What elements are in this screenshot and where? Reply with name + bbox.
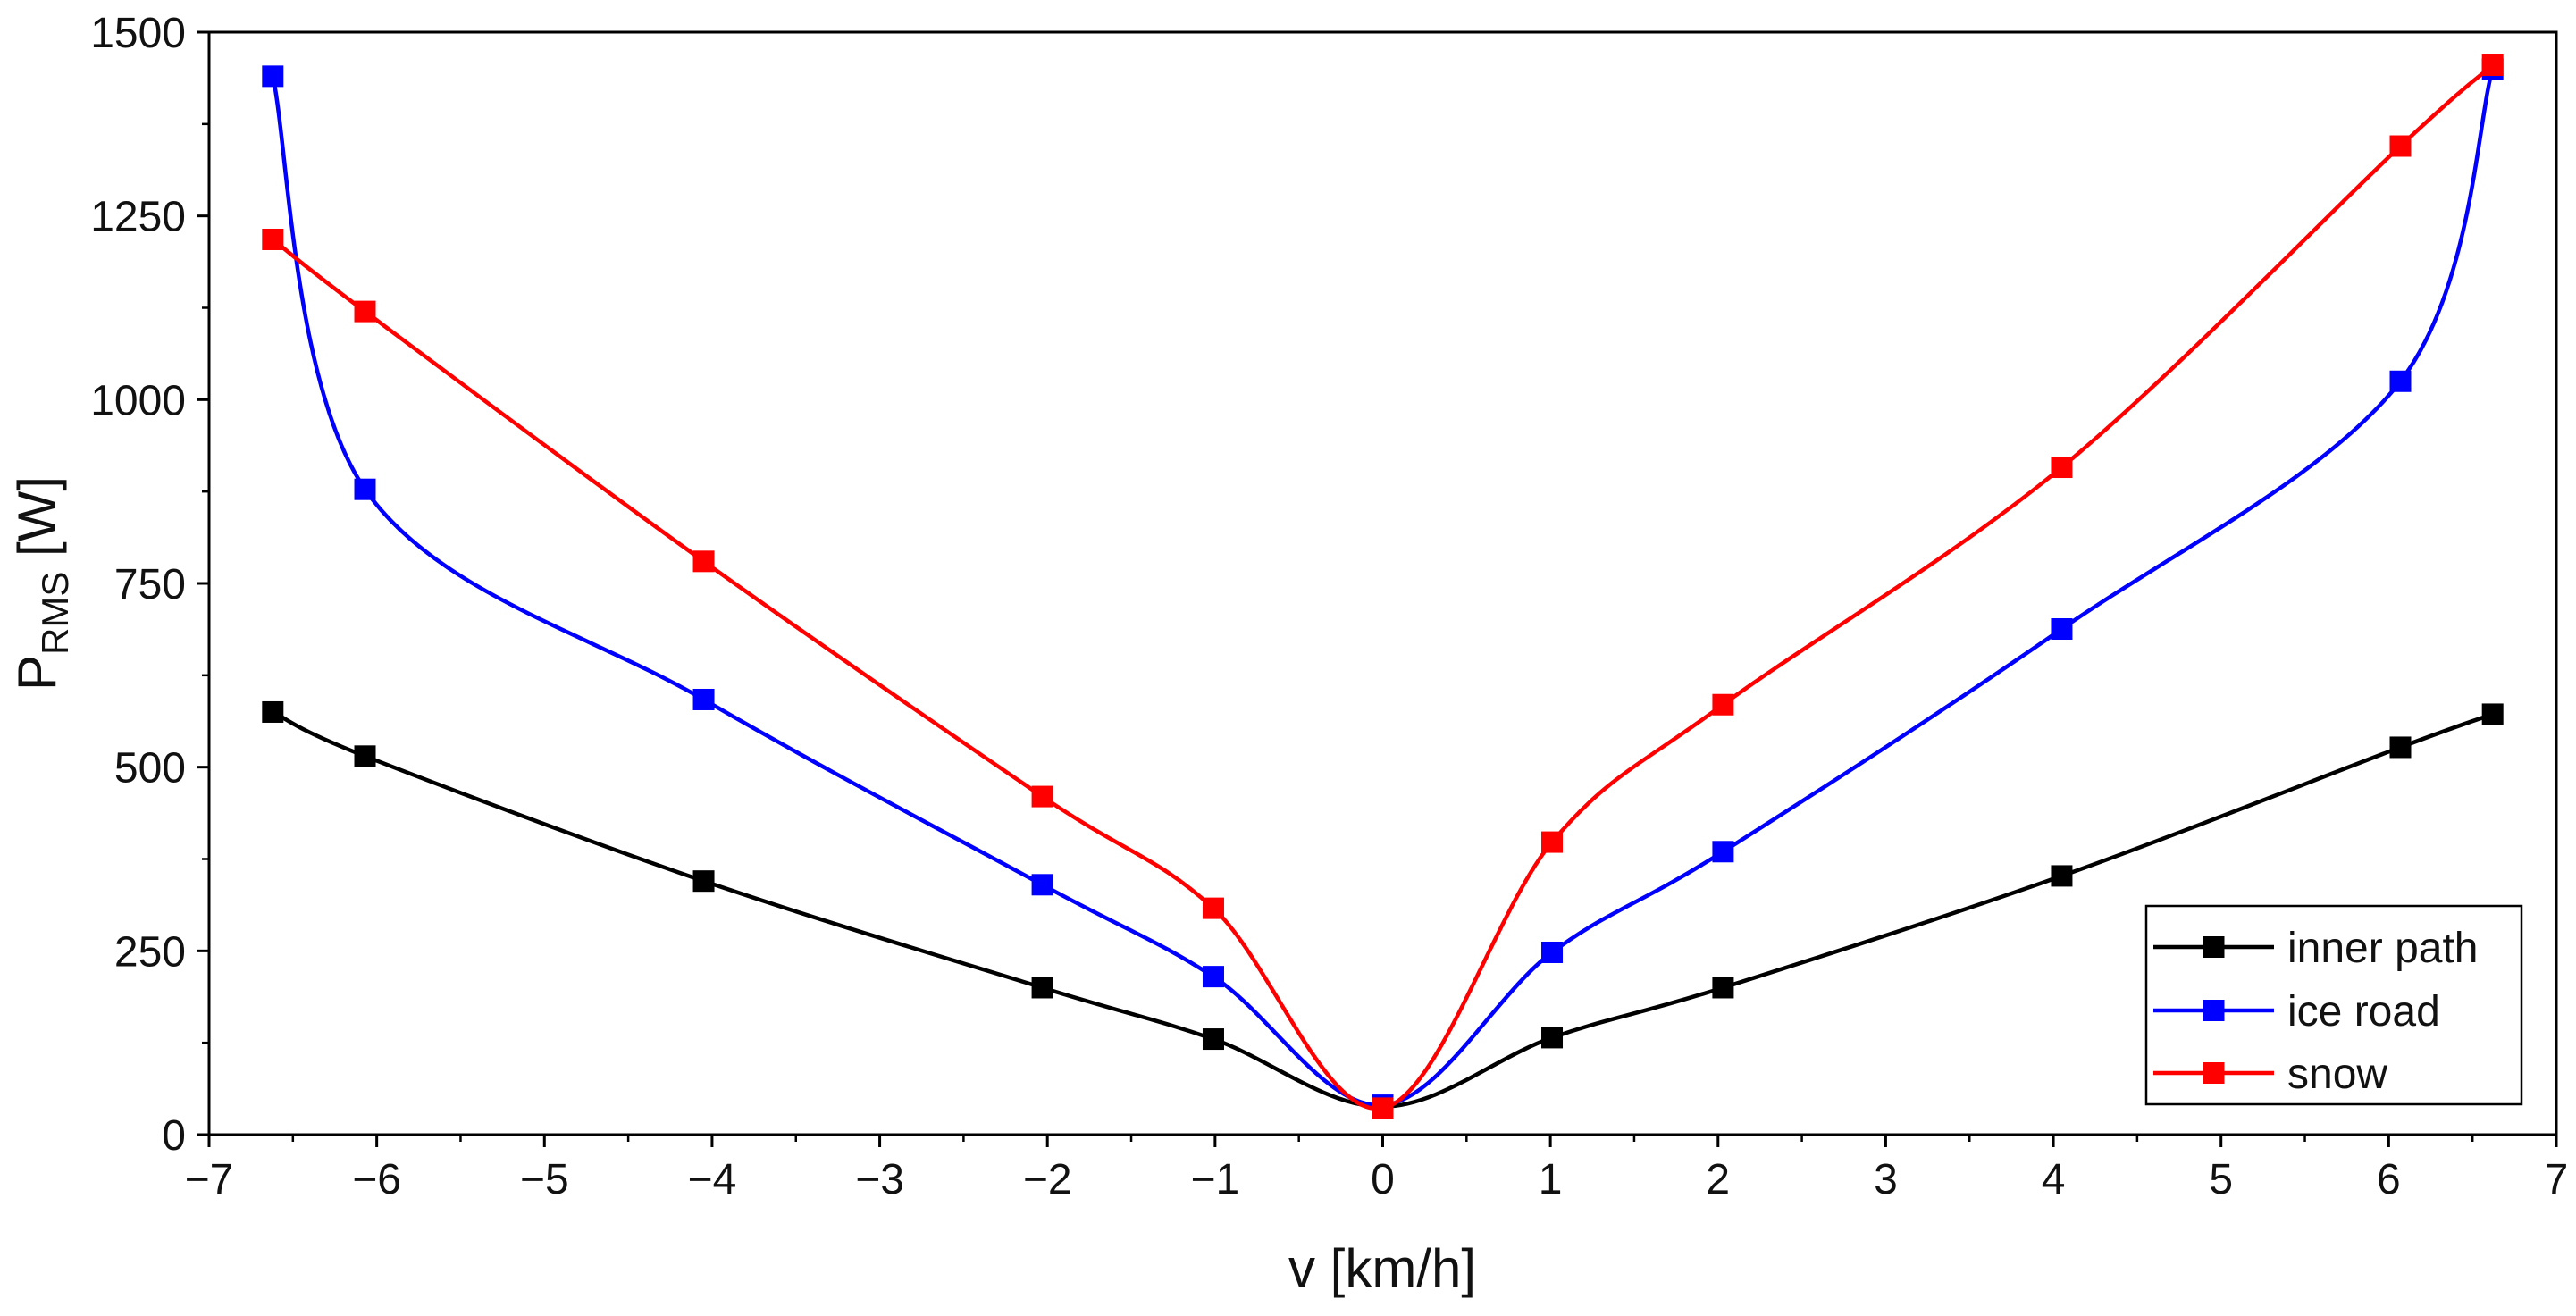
data-point-inner-path: [1712, 977, 1734, 999]
x-tick-label: −1: [1190, 1156, 1239, 1203]
x-tick-label: −2: [1023, 1156, 1072, 1203]
data-point-inner-path: [262, 700, 284, 723]
data-point-ice-road: [1712, 841, 1734, 863]
x-tick-label: 2: [1706, 1156, 1730, 1203]
y-axis-title-main: P: [7, 655, 67, 691]
data-point-ice-road: [1202, 966, 1224, 988]
x-tick-label: 0: [1371, 1156, 1395, 1203]
y-tick-label: 0: [162, 1112, 186, 1160]
y-tick-label: 750: [114, 561, 186, 608]
y-axis-title-unit: [W]: [7, 476, 67, 572]
legend-marker: [2203, 936, 2225, 958]
data-point-ice-road: [1031, 874, 1053, 896]
axis-ticks: −7 −6 −5 −4 −3 −2 −1 0 1 2 3 4 5 6 7 0 250 500 750 1000 1250…: [90, 10, 2568, 1203]
y-axis-title: PRMS [W]: [7, 476, 76, 691]
data-point-ice-road: [692, 688, 715, 710]
data-point-inner-path: [1202, 1028, 1224, 1051]
x-tick-label: −6: [352, 1156, 401, 1203]
data-point-snow: [1202, 897, 1224, 919]
y-tick-label: 250: [114, 928, 186, 976]
x-tick-label: 7: [2545, 1156, 2569, 1203]
y-tick-label: 1250: [90, 194, 186, 241]
series-layer: [262, 54, 2504, 1119]
data-point-ice-road: [262, 65, 284, 88]
x-tick-label: −3: [855, 1156, 904, 1203]
legend: inner path ice road snow: [2144, 904, 2523, 1106]
data-point-ice-road: [354, 478, 376, 500]
data-point-inner-path: [2481, 703, 2504, 725]
data-point-snow: [2051, 457, 2073, 479]
legend-marker: [2203, 1062, 2225, 1084]
x-axis-title: v [km/h]: [1288, 1238, 1476, 1298]
data-point-snow: [2389, 135, 2412, 157]
data-point-inner-path: [1541, 1027, 1564, 1049]
data-point-inner-path: [354, 745, 376, 767]
x-tick-label: −4: [688, 1156, 737, 1203]
legend-label: ice road: [2287, 988, 2440, 1035]
data-point-inner-path: [1031, 977, 1053, 999]
legend-label: inner path: [2287, 925, 2479, 972]
legend-marker: [2203, 1000, 2225, 1021]
y-tick-label: 1500: [90, 10, 186, 57]
data-point-snow: [262, 228, 284, 250]
data-point-snow: [2481, 54, 2504, 77]
y-tick-label: 1000: [90, 377, 186, 424]
x-tick-label: 3: [1874, 1156, 1898, 1203]
x-tick-label: −5: [520, 1156, 569, 1203]
data-point-snow: [1031, 785, 1053, 808]
legend-label: snow: [2287, 1051, 2387, 1098]
data-point-snow: [354, 300, 376, 323]
legend-item-snow: snow: [2153, 1051, 2387, 1098]
data-point-snow: [1712, 693, 1734, 716]
data-point-snow: [1372, 1097, 1394, 1119]
x-tick-label: 5: [2209, 1156, 2233, 1203]
data-point-inner-path: [2051, 865, 2073, 887]
data-point-snow: [692, 550, 715, 573]
y-axis-title-subscript: RMS: [34, 572, 76, 655]
x-tick-label: 6: [2377, 1156, 2401, 1203]
data-point-ice-road: [1541, 941, 1564, 963]
data-point-inner-path: [692, 870, 715, 893]
data-point-inner-path: [2389, 736, 2412, 759]
y-tick-label: 500: [114, 745, 186, 792]
data-point-ice-road: [2051, 618, 2073, 641]
legend-item-ice-road: ice road: [2153, 988, 2440, 1035]
x-tick-label: 1: [1539, 1156, 1563, 1203]
data-point-snow: [1541, 831, 1564, 853]
legend-item-inner-path: inner path: [2153, 925, 2479, 972]
x-tick-label: 4: [2042, 1156, 2066, 1203]
x-tick-label: −7: [185, 1156, 234, 1203]
series-snow: [262, 54, 2504, 1119]
data-point-ice-road: [2389, 370, 2412, 392]
